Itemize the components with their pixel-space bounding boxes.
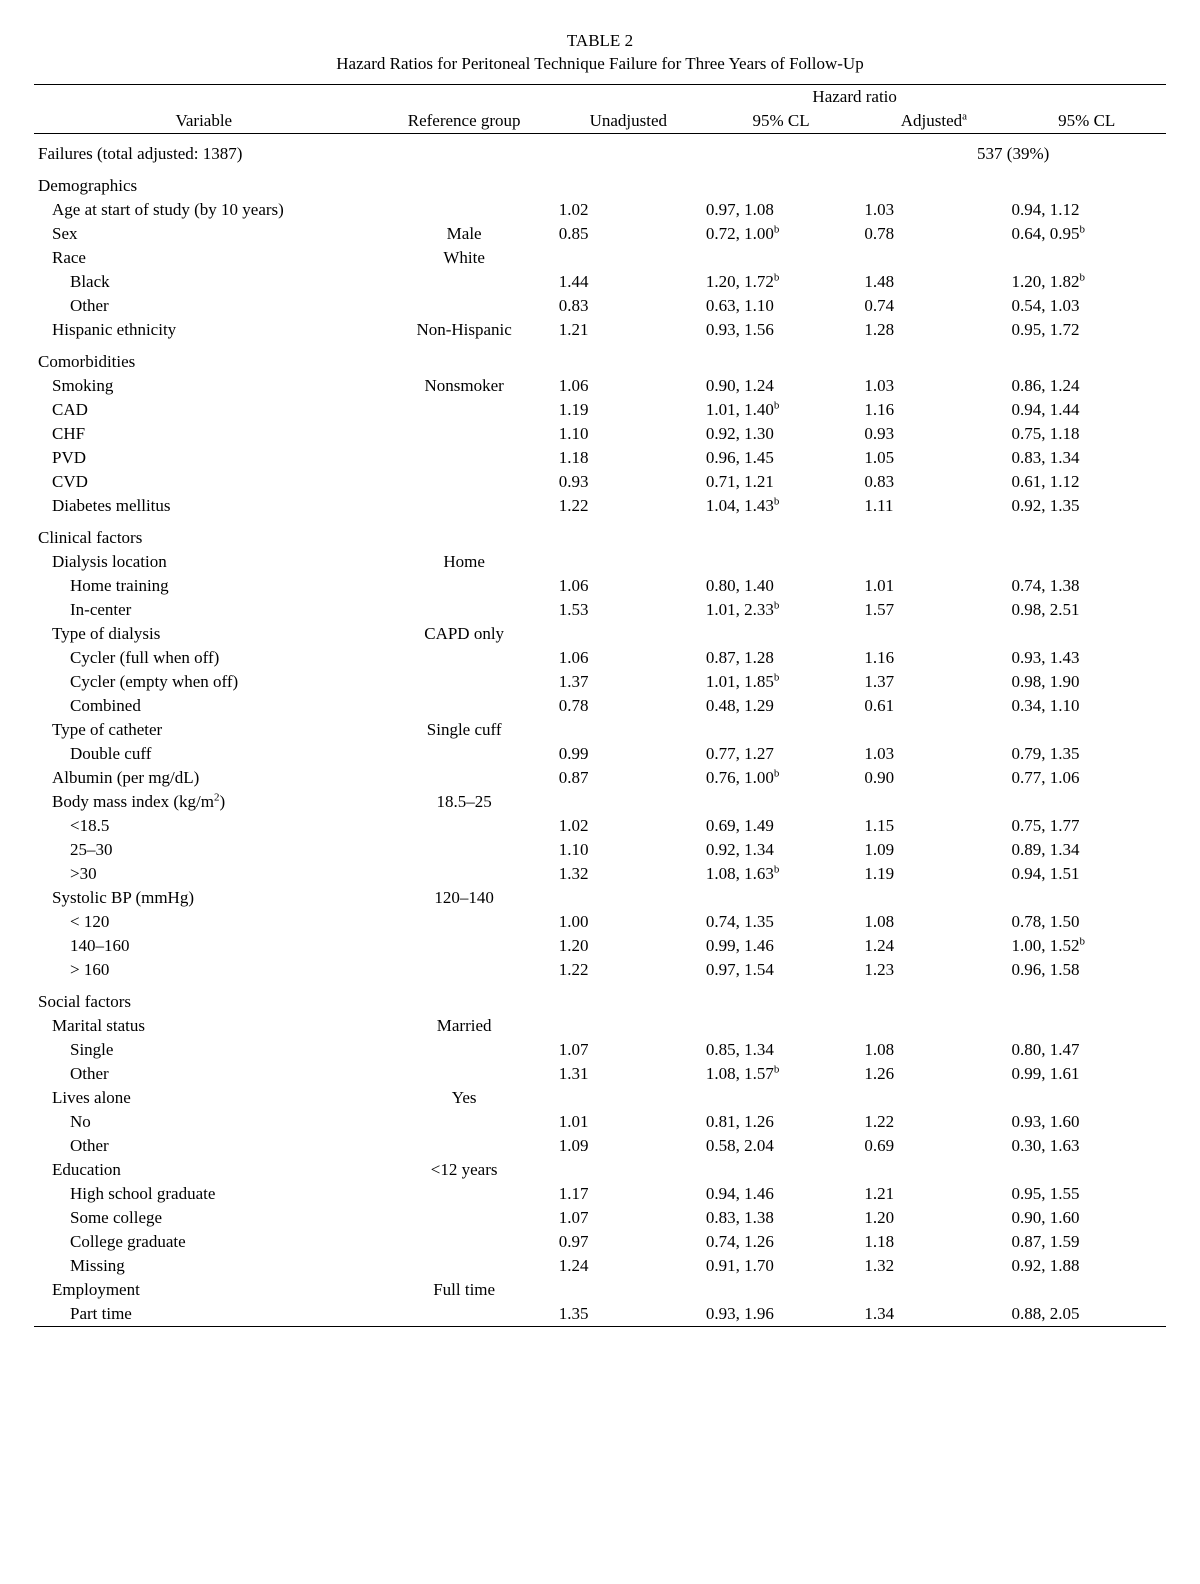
row-some-college: Some college1.070.83, 1.381.200.90, 1.60 [34,1206,1166,1230]
section-social: Social factors [34,982,1166,1014]
row-cvd: CVD0.930.71, 1.210.830.61, 1.12 [34,470,1166,494]
row-black: Black1.441.20, 1.72b1.481.20, 1.82b [34,270,1166,294]
row-single: Single1.070.85, 1.341.080.80, 1.47 [34,1038,1166,1062]
hazard-ratio-table: Hazard ratio Variable Reference group Un… [34,84,1166,1327]
row-sbp-gt160: > 1601.220.97, 1.541.230.96, 1.58 [34,958,1166,982]
row-double-cuff: Double cuff0.990.77, 1.271.030.79, 1.35 [34,742,1166,766]
section-comorbidities: Comorbidities [34,342,1166,374]
row-cycler-full: Cycler (full when off)1.060.87, 1.281.16… [34,646,1166,670]
row-lives-no: No1.010.81, 1.261.220.93, 1.60 [34,1110,1166,1134]
row-cycler-empty: Cycler (empty when off)1.371.01, 1.85b1.… [34,670,1166,694]
row-smoking: SmokingNonsmoker1.060.90, 1.241.030.86, … [34,374,1166,398]
row-sbp: Systolic BP (mmHg)120–140 [34,886,1166,910]
header-hazard-ratio: Hazard ratio [702,84,1008,109]
row-marital-other: Other1.311.08, 1.57b1.260.99, 1.61 [34,1062,1166,1086]
row-home-training: Home training1.060.80, 1.401.010.74, 1.3… [34,574,1166,598]
table-caption: Hazard Ratios for Peritoneal Technique F… [336,54,863,73]
row-lives-alone: Lives aloneYes [34,1086,1166,1110]
section-demographics: Demographics [34,166,1166,198]
row-hs-grad: High school graduate1.170.94, 1.461.210.… [34,1182,1166,1206]
table-number: TABLE 2 [567,31,633,50]
row-other-race: Other0.830.63, 1.100.740.54, 1.03 [34,294,1166,318]
row-lives-other: Other1.090.58, 2.040.690.30, 1.63 [34,1134,1166,1158]
row-chf: CHF1.100.92, 1.300.930.75, 1.18 [34,422,1166,446]
row-cad: CAD1.191.01, 1.40b1.160.94, 1.44 [34,398,1166,422]
row-sbp-140-160: 140–1601.200.99, 1.461.241.00, 1.52b [34,934,1166,958]
row-combined: Combined0.780.48, 1.290.610.34, 1.10 [34,694,1166,718]
row-bmi: Body mass index (kg/m2)18.5–25 [34,790,1166,814]
header-cl1: 95% CL [702,109,860,134]
row-employment: EmploymentFull time [34,1278,1166,1302]
row-type-catheter: Type of catheterSingle cuff [34,718,1166,742]
row-hispanic: Hispanic ethnicityNon-Hispanic1.210.93, … [34,318,1166,342]
row-ed-missing: Missing1.240.91, 1.701.320.92, 1.88 [34,1254,1166,1278]
row-college-grad: College graduate0.970.74, 1.261.180.87, … [34,1230,1166,1254]
row-age: Age at start of study (by 10 years)1.020… [34,198,1166,222]
row-bmi-gt30: >301.321.08, 1.63b1.190.94, 1.51 [34,862,1166,886]
header-cl2: 95% CL [1007,109,1166,134]
row-education: Education<12 years [34,1158,1166,1182]
row-in-center: In-center1.531.01, 2.33b1.570.98, 2.51 [34,598,1166,622]
table-title: TABLE 2 Hazard Ratios for Peritoneal Tec… [34,30,1166,76]
row-sbp-lt120: < 1201.000.74, 1.351.080.78, 1.50 [34,910,1166,934]
row-dm: Diabetes mellitus1.221.04, 1.43b1.110.92… [34,494,1166,518]
row-albumin: Albumin (per mg/dL)0.870.76, 1.00b0.900.… [34,766,1166,790]
row-sex: SexMale0.850.72, 1.00b0.780.64, 0.95b [34,222,1166,246]
row-bmi-25-30: 25–301.100.92, 1.341.090.89, 1.34 [34,838,1166,862]
row-dialysis-location: Dialysis locationHome [34,550,1166,574]
row-bmi-lt185: <18.51.020.69, 1.491.150.75, 1.77 [34,814,1166,838]
row-failures: Failures (total adjusted: 1387)537 (39%) [34,134,1166,166]
row-race: RaceWhite [34,246,1166,270]
row-marital: Marital statusMarried [34,1014,1166,1038]
row-part-time: Part time1.350.93, 1.961.340.88, 2.05 [34,1302,1166,1327]
section-clinical: Clinical factors [34,518,1166,550]
header-unadjusted: Unadjusted [555,109,702,134]
header-adjusted: Adjusteda [860,109,1007,134]
header-reference: Reference group [374,109,555,134]
row-type-dialysis: Type of dialysisCAPD only [34,622,1166,646]
header-variable: Variable [34,109,374,134]
row-pvd: PVD1.180.96, 1.451.050.83, 1.34 [34,446,1166,470]
